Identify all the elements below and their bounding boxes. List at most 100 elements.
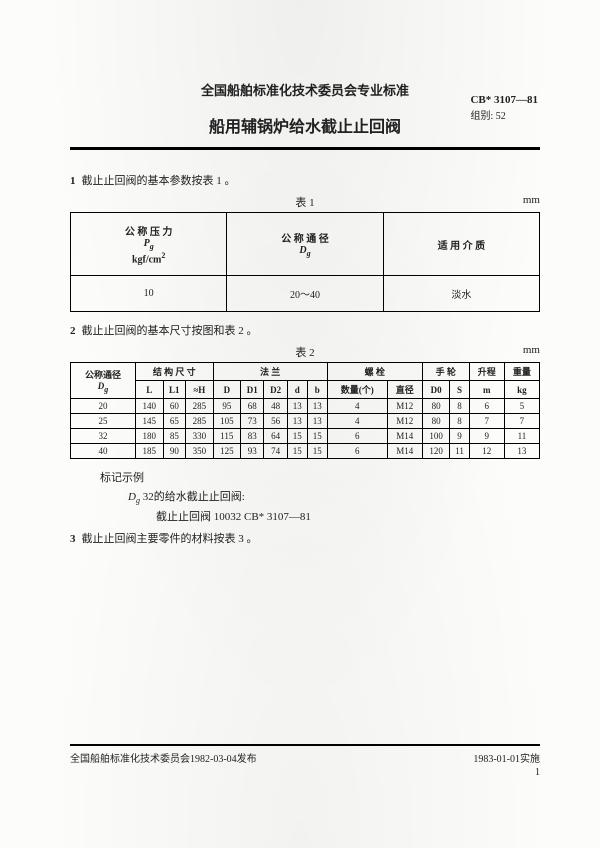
sub: g [150,242,154,251]
section-2: 2截止止回阀的基本尺寸按图和表 2 。 [70,322,540,338]
table-cell: 285 [186,399,214,414]
table-cell: 6 [327,444,387,459]
table-cell: 350 [186,444,214,459]
caption-unit: mm [523,194,540,206]
table-cell: 6 [327,429,387,444]
table-cell: 13 [287,399,307,414]
table-cell: 90 [163,444,186,459]
t2-group-bolt: 螺 栓 [327,363,422,381]
table-cell: 65 [163,414,186,429]
table-cell: 9 [469,429,504,444]
table-cell: 32 [71,429,136,444]
table-cell: 11 [504,429,539,444]
label: 公 称 压 力 [125,227,173,238]
table-cell: M14 [387,444,422,459]
t2-group-lift: 升程 [469,363,504,381]
section-number: 3 [70,533,76,545]
table-cell: 15 [307,429,327,444]
section-3: 3 截止止回阀主要零件的材料按表 3 。 [70,530,540,546]
note-line-2: 截止止回阀 10032 CB* 3107—81 [156,508,540,527]
t2-col-dg: 公称通径Dg [71,363,136,399]
table-cell: 185 [136,444,164,459]
table-cell: 330 [186,429,214,444]
table-cell: M12 [387,414,422,429]
t2-col-row: L L1 ≈H D D1 D2 d b 数量(个) 直径 D0 S m kg [71,381,540,399]
label: 公称通径 [85,370,121,380]
table-cell: 15 [287,429,307,444]
t1-val-pressure: 10 [71,276,227,312]
t2-col: 直径 [387,381,422,399]
table-cell: 40 [71,444,136,459]
table-cell: 145 [136,414,164,429]
txt: 32的给水截止止回阀: [140,491,245,503]
sub: g [307,249,311,258]
t1-head-pressure: 公 称 压 力 Pg kgf/cm2 [71,213,227,276]
table-cell: 5 [504,399,539,414]
table-cell: 56 [264,414,287,429]
t2-group-row: 公称通径Dg 结 构 尺 寸 法 兰 螺 栓 手 轮 升程 重量 [71,363,540,381]
t2-col: D2 [264,381,287,399]
t1-val-medium: 淡水 [383,276,539,312]
label: 公 称 通 径 [281,234,329,245]
table-cell: M14 [387,429,422,444]
title-rule [70,147,540,150]
table-cell: 120 [422,444,450,459]
page-number: 1 [70,767,540,778]
effective-date: 1983-01-01实施 [473,750,540,765]
table-cell: 13 [287,414,307,429]
t2-group-struct: 结 构 尺 寸 [136,363,214,381]
table-cell: 15 [307,444,327,459]
standard-code: CB* 3107—81 [470,92,538,109]
t2-col: m [469,381,504,399]
table-cell: 7 [469,414,504,429]
table-cell: 20 [71,399,136,414]
t2-col: D1 [241,381,264,399]
section-number: 1 [70,175,76,187]
t2-group-weight: 重量 [504,363,539,381]
table1-caption: 表 1 mm [70,194,540,210]
table-cell: 8 [450,414,469,429]
t2-group-flange: 法 兰 [213,363,327,381]
table-cell: 93 [241,444,264,459]
caption-text: 表 1 [295,197,314,209]
table-cell: 73 [241,414,264,429]
caption-text: 表 2 [295,347,314,359]
footer-line: 全国船舶标准化技术委员会1982-03-04发布 1983-01-01实施 [70,750,540,765]
table-cell: 6 [469,399,504,414]
section-text: 截止止回阀的基本尺寸按图和表 2 。 [82,325,258,337]
table-cell: 64 [264,429,287,444]
table-cell: 85 [163,429,186,444]
section-text: 截止止回阀的基本参数按表 1 。 [82,175,236,187]
t2-body: 201406028595684813134M128086525145652851… [71,399,540,459]
table-cell: 9 [450,429,469,444]
table-cell: 74 [264,444,287,459]
t2-col: kg [504,381,539,399]
table-cell: 13 [307,399,327,414]
symbol: D [299,245,306,256]
table-row: 3218085330115836415156M141009911 [71,429,540,444]
table2-caption: 表 2 mm [70,344,540,360]
table-cell: M12 [387,399,422,414]
table-cell: 83 [241,429,264,444]
table-cell: 100 [422,429,450,444]
table-cell: 95 [213,399,241,414]
table-cell: 60 [163,399,186,414]
sup: 2 [161,251,165,260]
footer-rule [70,744,540,746]
t2-col: d [287,381,307,399]
table-row: 201406028595684813134M1280865 [71,399,540,414]
table-cell: 11 [450,444,469,459]
caption-unit: mm [523,344,540,356]
table-cell: 80 [422,399,450,414]
t2-col: S [450,381,469,399]
page-footer: 全国船舶标准化技术委员会1982-03-04发布 1983-01-01实施 1 [70,744,540,778]
note-heading: 标记示例 [100,469,540,488]
table-cell: 180 [136,429,164,444]
table-cell: 8 [450,399,469,414]
marking-example: 标记示例 Dg 32的给水截止止回阀: 截止止回阀 10032 CB* 3107… [100,469,540,526]
table-cell: 140 [136,399,164,414]
unit: kgf/cm [132,254,161,265]
section-text: 截止止回阀主要零件的材料按表 3 。 [82,533,258,545]
table-cell: 13 [504,444,539,459]
table-cell: 7 [504,414,539,429]
